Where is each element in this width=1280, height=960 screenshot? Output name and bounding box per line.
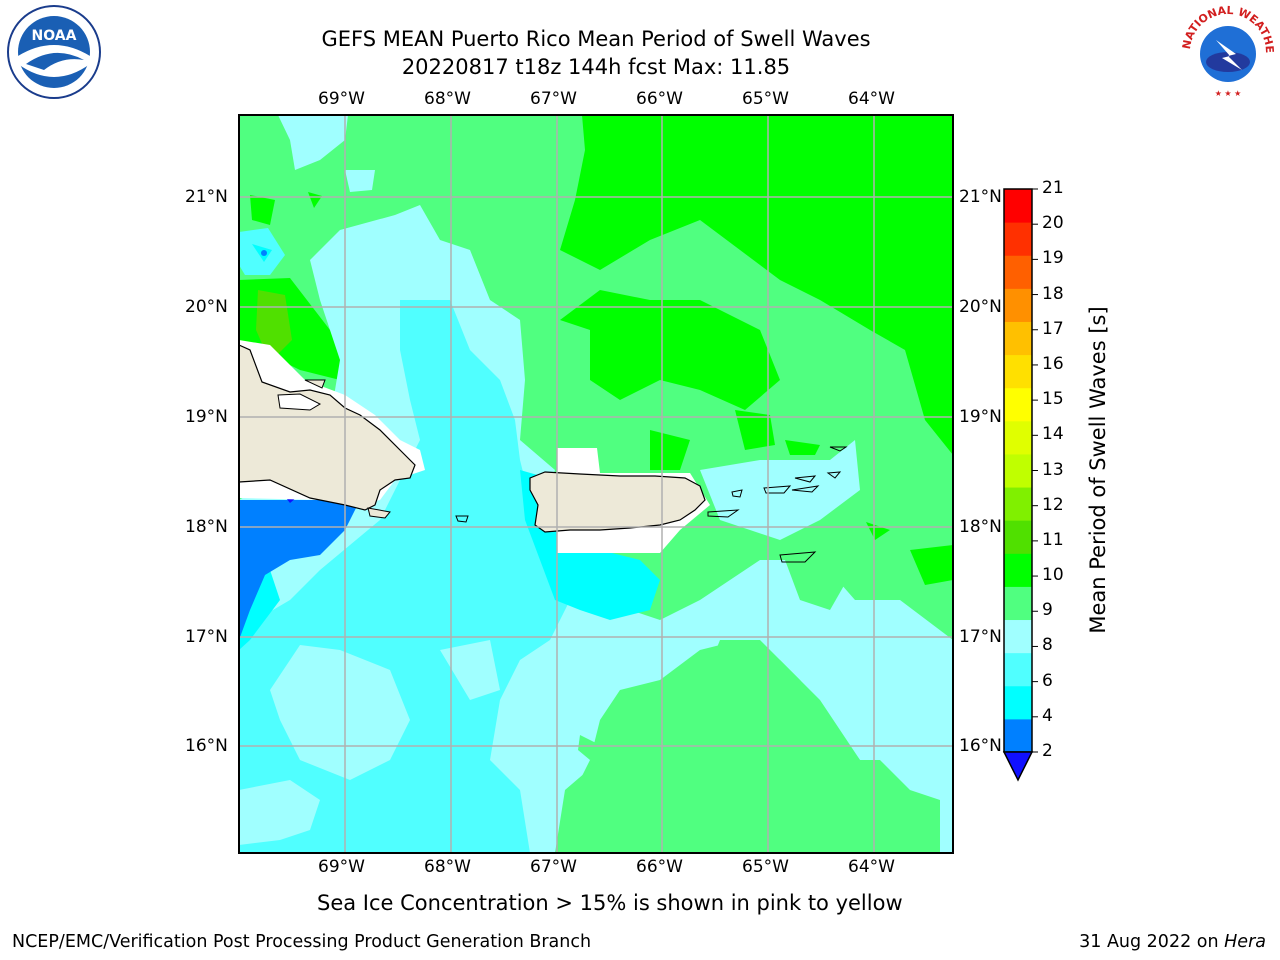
- lat-label-right: 20°N: [959, 297, 1002, 317]
- colorbar-tick-label: 12: [1042, 494, 1064, 515]
- colorbar-tick-label: 2: [1042, 741, 1053, 761]
- lon-label-top: 68°W: [424, 89, 471, 109]
- lat-label-left: 19°N: [185, 407, 228, 427]
- colorbar-segment: [1004, 453, 1032, 488]
- colorbar-tick-label: 9: [1042, 600, 1053, 621]
- colorbar-tick-label: 4: [1042, 705, 1053, 726]
- map-title-line1: GEFS MEAN Puerto Rico Mean Period of Swe…: [321, 27, 871, 51]
- colorbar-tick-label: 10: [1042, 565, 1064, 586]
- lon-label-top: 69°W: [318, 89, 365, 109]
- sea-ice-note: Sea Ice Concentration > 15% is shown in …: [317, 891, 903, 915]
- colorbar-segment: [1004, 222, 1032, 256]
- lon-label-top: 67°W: [530, 89, 577, 109]
- colorbar-tick-label: 14: [1042, 424, 1064, 445]
- colorbar-segment: [1004, 321, 1032, 356]
- colorbar-segment: [1004, 487, 1032, 521]
- colorbar-under-arrow: [1002, 751, 1034, 782]
- lon-label-bottom: 64°W: [848, 857, 895, 877]
- colorbar-segment: [1004, 255, 1032, 289]
- lon-label-bottom: 67°W: [530, 857, 577, 877]
- lat-label-right: 21°N: [959, 187, 1002, 207]
- svg-text:NOAA: NOAA: [32, 28, 77, 44]
- colorbar-tick-label: 19: [1042, 248, 1064, 269]
- lon-label-bottom: 69°W: [318, 857, 365, 877]
- lon-label-top: 66°W: [636, 89, 683, 109]
- colorbar: [1003, 188, 1038, 753]
- colorbar-segment: [1004, 189, 1032, 223]
- lon-label-top: 65°W: [742, 89, 789, 109]
- colorbar-segment: [1004, 718, 1032, 753]
- svg-text:★ ★ ★: ★ ★ ★: [1215, 89, 1242, 98]
- lon-label-bottom: 66°W: [636, 857, 683, 877]
- map-graticule: [239, 115, 953, 853]
- lon-label-bottom: 65°W: [742, 857, 789, 877]
- lat-label-left: 17°N: [185, 627, 228, 647]
- colorbar-tick-label: 21: [1042, 178, 1064, 198]
- colorbar-segment: [1004, 387, 1032, 422]
- lon-label-bottom: 68°W: [424, 857, 471, 877]
- footer-date: 31 Aug 2022 on: [1079, 932, 1225, 952]
- colorbar-tick-label: 17: [1042, 318, 1064, 339]
- colorbar-tick-label: 11: [1042, 529, 1064, 550]
- lat-label-left: 20°N: [185, 297, 228, 317]
- colorbar-segment: [1004, 619, 1032, 654]
- colorbar-overlay-anchor: [1003, 186, 1033, 754]
- footer-right: 31 Aug 2022 on Hera: [1079, 932, 1266, 952]
- colorbar-tick-label: 16: [1042, 353, 1064, 374]
- lat-label-left: 21°N: [185, 187, 228, 207]
- lat-label-right: 18°N: [959, 517, 1002, 537]
- colorbar-tick-label: 15: [1042, 389, 1064, 410]
- colorbar-tick-label: 6: [1042, 670, 1053, 691]
- colorbar-title: Mean Period of Swell Waves [s]: [1086, 306, 1110, 634]
- noaa-logo: NOAA: [7, 5, 101, 99]
- colorbar-segment: [1004, 685, 1032, 720]
- colorbar-segment: [1004, 288, 1032, 322]
- lat-label-left: 18°N: [185, 517, 228, 537]
- colorbar-segment: [1004, 553, 1032, 587]
- colorbar-tick-label: 20: [1042, 213, 1064, 234]
- colorbar-segment: [1004, 420, 1032, 455]
- colorbar-tick-label: 13: [1042, 459, 1064, 480]
- lat-label-right: 16°N: [959, 736, 1002, 756]
- colorbar-segment: [1004, 354, 1032, 389]
- colorbar-segment: [1004, 586, 1032, 621]
- colorbar-segment: [1004, 652, 1032, 687]
- colorbar-segment: [1004, 520, 1032, 554]
- footer-left: NCEP/EMC/Verification Post Processing Pr…: [12, 932, 592, 952]
- lon-label-top: 64°W: [848, 89, 895, 109]
- footer-host: Hera: [1224, 932, 1266, 952]
- lat-label-left: 16°N: [185, 736, 228, 756]
- map-title-line2: 20220817 t18z 144h fcst Max: 11.85: [401, 55, 791, 79]
- map-frame: [238, 114, 954, 854]
- lat-label-right: 17°N: [959, 627, 1002, 647]
- colorbar-tick-label: 18: [1042, 283, 1064, 304]
- nws-logo: NATIONAL WEATHER SERVICE ★ ★ ★: [1178, 4, 1276, 98]
- swell-period-field: [239, 115, 953, 853]
- lat-label-right: 19°N: [959, 407, 1002, 427]
- colorbar-tick-label: 8: [1042, 635, 1053, 656]
